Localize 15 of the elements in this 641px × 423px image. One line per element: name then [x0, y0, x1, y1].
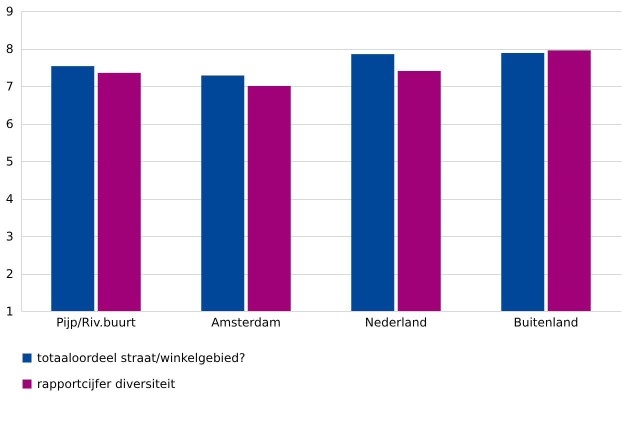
- x-tick-label: Buitenland: [514, 316, 578, 330]
- x-tick-label: Nederland: [364, 316, 428, 330]
- legend-label: totaaloordeel straat/winkelgebied?: [37, 351, 246, 365]
- y-tick-label: 4: [6, 192, 14, 206]
- legend-label: rapportcijfer diversiteit: [37, 377, 176, 391]
- y-tick-label: 3: [6, 230, 14, 244]
- y-tick-label: 6: [6, 117, 14, 131]
- y-tick-label: 1: [6, 304, 14, 318]
- y-tick-label: 7: [6, 80, 14, 94]
- y-tick-label: 5: [6, 154, 14, 168]
- y-tick-label: 8: [6, 42, 14, 56]
- x-tick-label: Pijp/Riv.buurt: [56, 316, 136, 330]
- y-tick-label: 9: [6, 4, 14, 18]
- x-tick-label: Amsterdam: [211, 316, 281, 330]
- y-tick-label: 2: [6, 267, 14, 281]
